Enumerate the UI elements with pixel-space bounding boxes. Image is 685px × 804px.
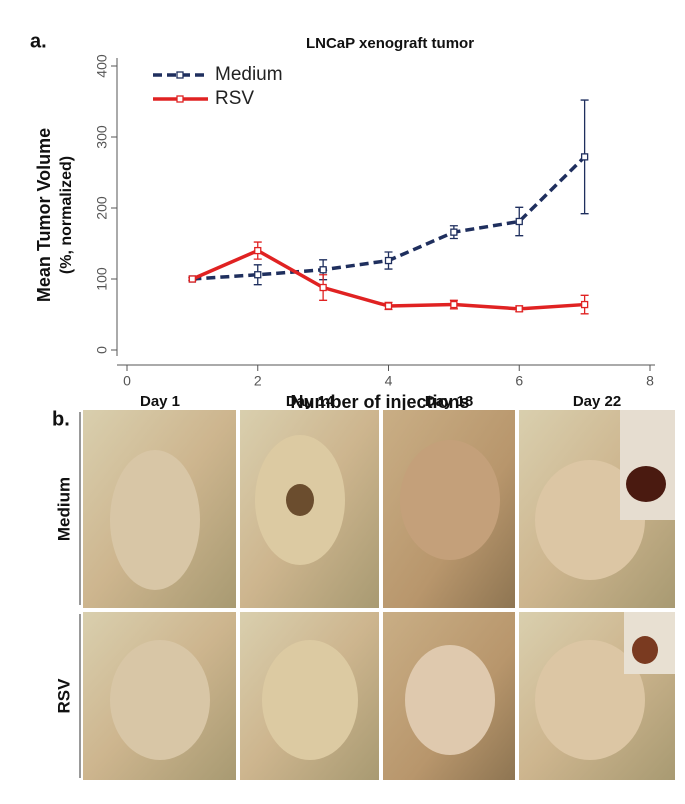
marker xyxy=(319,283,327,292)
photo-grid xyxy=(79,410,675,780)
y-tick-label: 100 xyxy=(94,267,110,291)
marker xyxy=(450,228,458,236)
panel-label: a. xyxy=(30,30,47,52)
tumor xyxy=(626,466,666,502)
row-label: Medium xyxy=(54,477,73,541)
legend-marker xyxy=(176,71,184,79)
x-tick-label: 6 xyxy=(515,373,523,389)
marker xyxy=(254,246,262,255)
mouse xyxy=(405,645,495,755)
y-tick-label: 400 xyxy=(94,54,110,78)
x-tick-label: 4 xyxy=(385,373,393,389)
marker xyxy=(450,300,458,309)
marker xyxy=(515,217,523,226)
inset xyxy=(620,410,675,520)
mouse xyxy=(535,640,645,760)
chart-title: LNCaP xenograft tumor xyxy=(306,35,474,52)
x-tick-label: 0 xyxy=(123,373,131,389)
mouse xyxy=(535,460,645,580)
tumor xyxy=(632,636,658,664)
legend-marker xyxy=(176,95,184,103)
mouse xyxy=(110,450,200,590)
marker xyxy=(580,153,589,161)
legend-label: RSV xyxy=(215,88,254,109)
y-tick-label: 300 xyxy=(94,125,110,149)
column-label: Day 1 xyxy=(140,393,180,410)
y-tick-label: 200 xyxy=(94,196,110,220)
row-label: RSV xyxy=(54,678,73,714)
mouse xyxy=(110,640,210,760)
marker xyxy=(188,275,197,283)
x-tick-label: 2 xyxy=(254,373,262,389)
y-axis-label: (%, normalized) xyxy=(58,156,75,274)
x-axis-label: Number of injections xyxy=(290,392,469,412)
marker xyxy=(384,256,393,265)
column-label: Day 22 xyxy=(573,393,621,410)
y-tick-label: 0 xyxy=(94,346,110,354)
mouse xyxy=(400,440,500,560)
y-axis-label: Mean Tumor Volume xyxy=(34,128,54,302)
marker xyxy=(384,302,393,310)
panel-label: b. xyxy=(52,408,70,430)
legend-label: Medium xyxy=(215,64,283,85)
marker xyxy=(580,300,589,309)
column-label: Day 18 xyxy=(425,393,473,410)
tumor xyxy=(286,484,314,516)
column-label: Day 14 xyxy=(286,393,335,410)
marker xyxy=(254,271,262,279)
marker xyxy=(319,266,327,274)
marker xyxy=(515,305,523,313)
x-tick-label: 8 xyxy=(646,373,654,389)
mouse xyxy=(262,640,358,760)
